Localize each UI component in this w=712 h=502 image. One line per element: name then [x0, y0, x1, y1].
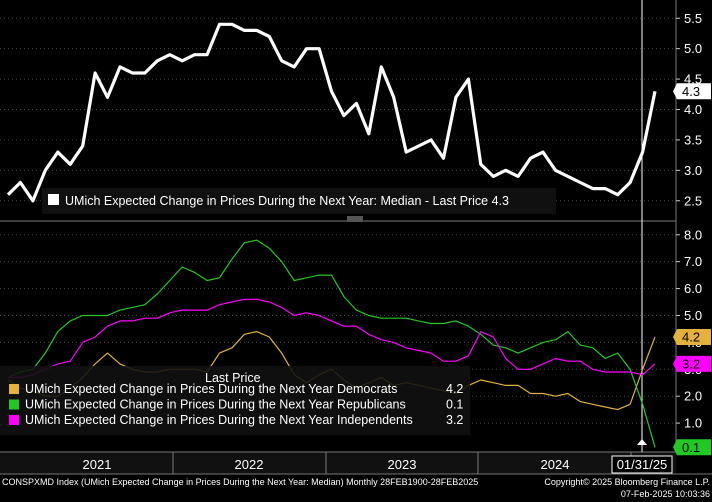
- bottom-y-tick-label: 6.0: [684, 281, 702, 296]
- footer-security-description: CONSPXMD Index (UMich Expected Change in…: [2, 477, 478, 487]
- current-date-label: 01/31/25: [611, 439, 673, 474]
- independents-legend-swatch: [9, 415, 19, 425]
- bottom-y-tick-label: 5.0: [684, 308, 702, 323]
- republicans-legend-last-value: 0.1: [446, 398, 463, 412]
- top-y-tick-label: 3.5: [684, 132, 702, 147]
- median-last-price-tag-bg: [673, 83, 711, 100]
- independents-legend-label: UMich Expected Change in Prices During t…: [25, 413, 413, 427]
- bottom-panel-legend: Last Price UMich Expected Change in Pric…: [0, 366, 470, 435]
- top-panel-y-axis: 2.5 3.0 3.5 4.0 4.5 5.0 5.5: [676, 11, 702, 208]
- median-last-price-tag: 4.3: [682, 84, 700, 99]
- democrats-last-price-tag-bg: [673, 329, 711, 345]
- current-date-text: 01/31/25: [617, 457, 668, 472]
- x-tick-label: 2024: [541, 457, 570, 472]
- x-tick-label: 2021: [83, 457, 112, 472]
- bottom-y-tick-label: 2.0: [684, 389, 702, 404]
- top-y-tick-label: 5.0: [684, 41, 702, 56]
- last-price-labels: 4.3 4.2 0.1 3.2: [673, 83, 711, 456]
- democrats-legend-swatch: [9, 384, 19, 394]
- top-y-tick-label: 3.0: [684, 163, 702, 178]
- top-y-tick-label: 5.5: [684, 11, 702, 26]
- x-tick-label: 2022: [235, 457, 264, 472]
- independents-last-price-tag: 3.2: [682, 356, 700, 371]
- panel-resize-handle[interactable]: [347, 216, 363, 222]
- republicans-series-line: [7, 239, 656, 448]
- republicans-last-price-tag: 0.1: [682, 440, 700, 455]
- republicans-last-price-tag-bg: [673, 439, 711, 456]
- footer-copyright: Copyright© 2025 Bloomberg Finance L.P.: [544, 477, 710, 487]
- x-axis: 2021 2022 2023 2024: [83, 452, 632, 474]
- democrats-legend-label: UMich Expected Change in Prices During t…: [25, 382, 397, 396]
- independents-last-price-tag-bg: [673, 355, 711, 372]
- top-y-tick-label: 4.0: [684, 102, 702, 117]
- bottom-y-tick-label: 8.0: [684, 227, 702, 242]
- top-panel-series: [6, 22, 657, 203]
- top-legend-swatch: [48, 194, 59, 205]
- bottom-y-tick-label: 7.0: [684, 254, 702, 269]
- top-y-tick-label: 2.5: [684, 193, 702, 208]
- democrats-legend-last-value: 4.2: [446, 382, 463, 396]
- republicans-legend-swatch: [9, 399, 19, 410]
- independents-series-line: [8, 298, 656, 378]
- top-y-tick-label: 4.5: [684, 72, 702, 87]
- footer-timestamp: 07-Feb-2025 10:03:36: [621, 489, 710, 499]
- median-series-line: [6, 22, 657, 203]
- x-tick-label: 2023: [388, 457, 417, 472]
- democrats-last-price-tag: 4.2: [682, 330, 700, 345]
- top-panel-legend: UMich Expected Change in Prices During t…: [42, 188, 556, 214]
- republicans-legend-label: UMich Expected Change in Prices During t…: [25, 398, 406, 412]
- bottom-legend-title: Last Price: [205, 371, 261, 385]
- x-axis-band: [0, 452, 676, 474]
- independents-legend-last-value: 3.2: [446, 413, 463, 427]
- bottom-y-tick-label: 1.0: [684, 416, 702, 431]
- top-legend-label: UMich Expected Change in Prices During t…: [65, 194, 509, 208]
